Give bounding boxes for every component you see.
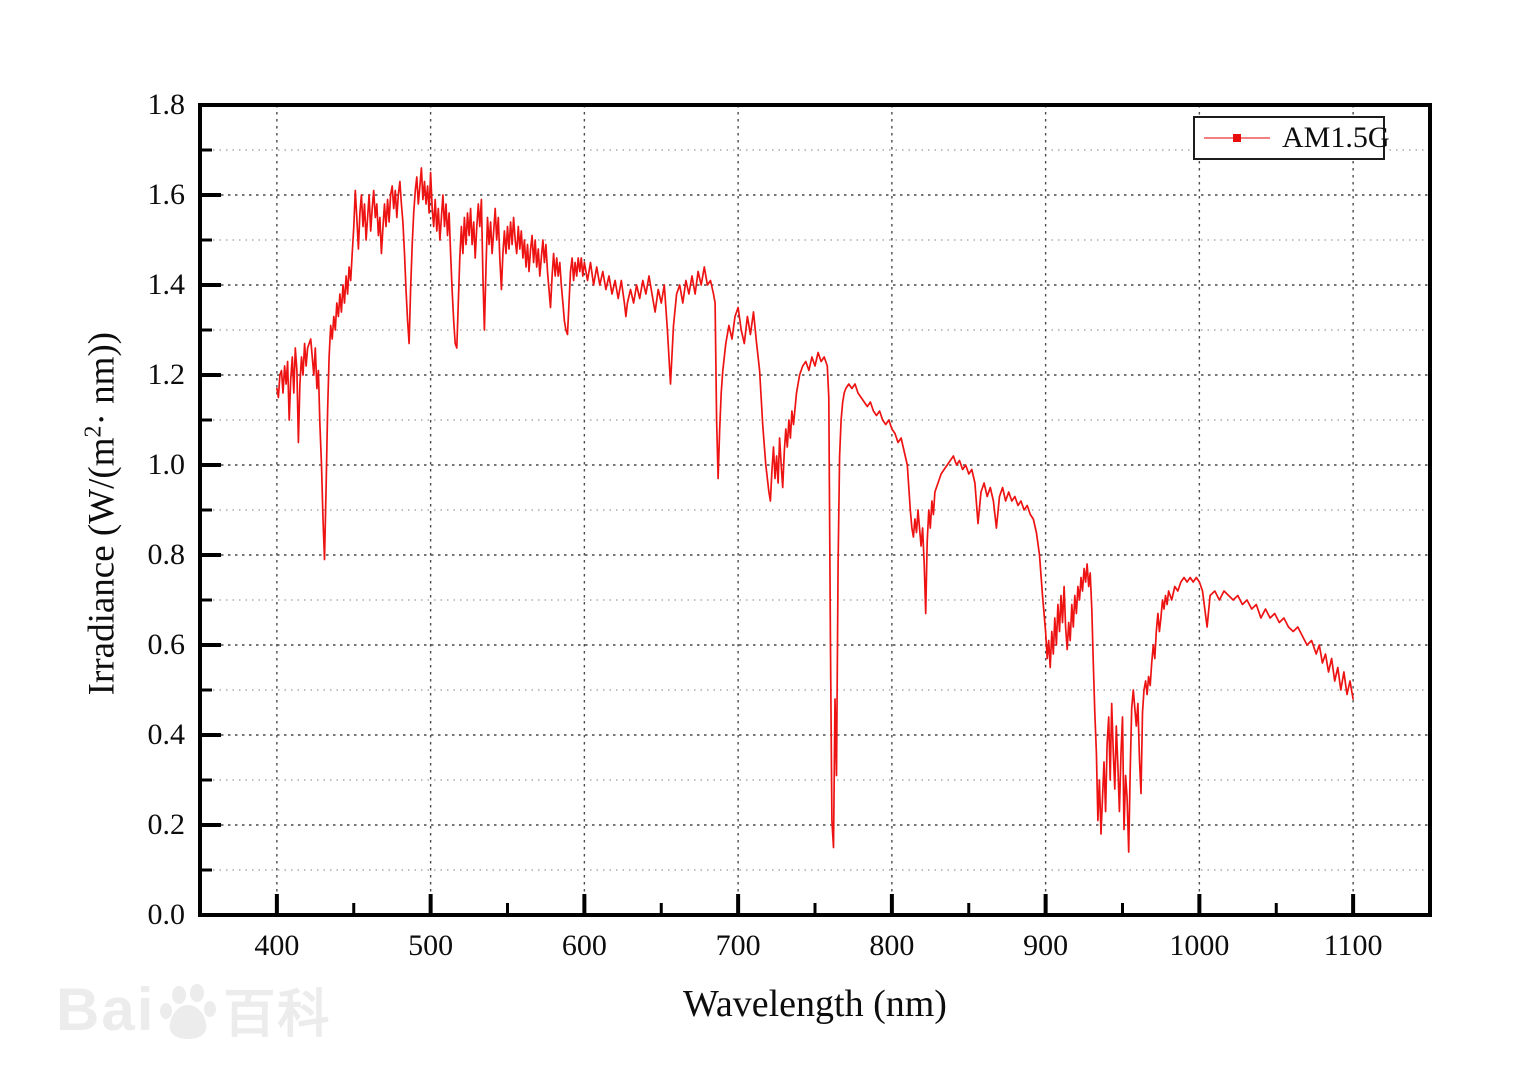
- y-axis-title-suffix: · nm)): [81, 332, 123, 426]
- x-tick-label: 600: [561, 929, 607, 962]
- y-tick-label: 1.6: [147, 178, 186, 211]
- x-tick-label: 800: [869, 929, 915, 962]
- x-tick-label: 1100: [1323, 929, 1383, 962]
- x-tick-label: 500: [408, 929, 454, 962]
- am15g-spectrum-line: [276, 167, 1354, 853]
- baidu-baike-watermark: Bai 百科: [56, 972, 331, 1047]
- y-tick-label: 0.8: [147, 538, 186, 571]
- legend-square-marker-icon: [1233, 134, 1241, 142]
- major-vertical-gridlines: [276, 105, 1354, 915]
- y-tick-label: 1.0: [147, 448, 186, 481]
- legend-box: AM1.5G: [1193, 116, 1390, 160]
- watermark-text-left: Bai: [56, 976, 156, 1043]
- y-axis-title-superscript: 2: [80, 425, 107, 438]
- minor-horizontal-gridlines: [200, 149, 1430, 871]
- paw-icon: [160, 983, 217, 1039]
- y-tick-label: 1.8: [147, 88, 186, 121]
- axis-ticks: [200, 103, 1356, 917]
- y-tick-label: 0.4: [147, 718, 186, 751]
- x-tick-label: 1000: [1169, 929, 1230, 962]
- plot-frame: [198, 103, 1432, 917]
- major-horizontal-gridlines: [200, 194, 1430, 826]
- y-tick-label: 0.2: [147, 808, 186, 841]
- y-axis-title: Irradiance (W/(m2· nm)): [80, 84, 123, 944]
- x-tick-label: 700: [715, 929, 761, 962]
- legend-line-sample: [1204, 134, 1270, 142]
- y-tick-label: 1.2: [147, 358, 186, 391]
- x-axis-title: Wavelength (nm): [683, 983, 947, 1025]
- y-tick-label: 0.0: [147, 898, 186, 931]
- x-tick-label: 900: [1023, 929, 1069, 962]
- x-tick-label: 400: [254, 929, 300, 962]
- y-tick-label: 0.6: [147, 628, 186, 661]
- y-axis-title-prefix: Irradiance (W/(m: [81, 437, 123, 696]
- watermark-text-right: 百科: [223, 986, 332, 1044]
- legend-series-label: AM1.5G: [1282, 121, 1390, 154]
- y-tick-label: 1.4: [147, 268, 186, 301]
